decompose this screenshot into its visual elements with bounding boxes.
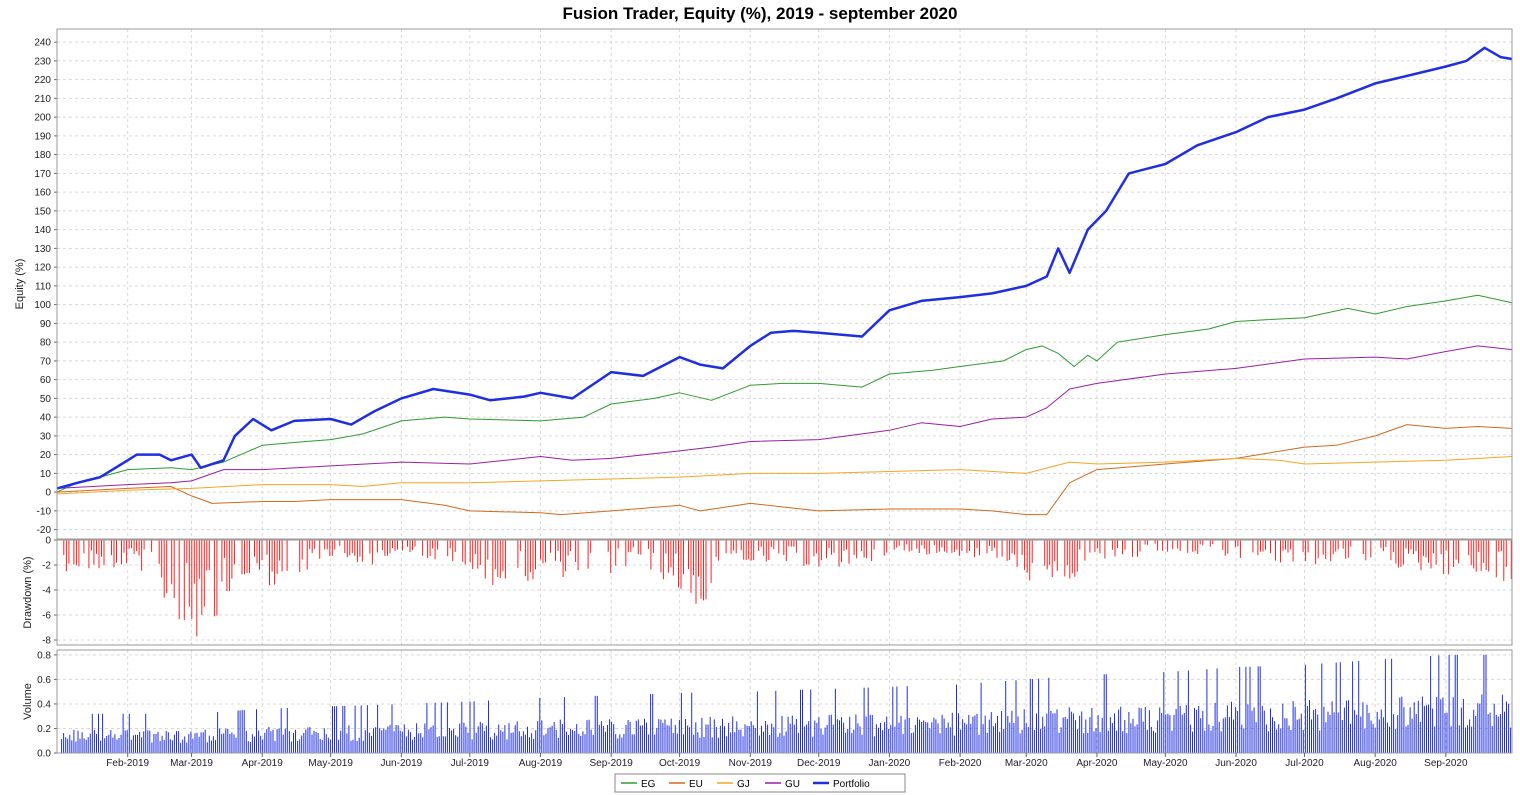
equity-y-tick-label: 50 xyxy=(40,394,52,405)
equity-y-tick-label: 40 xyxy=(40,413,52,424)
x-tick-label: May-2019 xyxy=(308,758,353,769)
legend-label-eg: EG xyxy=(641,779,656,790)
equity-y-tick-label: 70 xyxy=(40,356,52,367)
x-axis: Feb-2019 Mar-2019 Apr-2019 May-2019 Jun-2019… xyxy=(106,753,1468,769)
volume-y-tick-label: 0.0 xyxy=(37,749,51,760)
drawdown-y-tick-label: -8 xyxy=(42,636,51,647)
equity-y-tick-label: 20 xyxy=(40,450,52,461)
series-line-portfolio xyxy=(56,46,1513,490)
legend-label-gu: GU xyxy=(785,779,800,790)
drawdown-plot-area xyxy=(57,540,1512,645)
equity-y-tick-label: 0 xyxy=(45,488,51,499)
volume-y-tick-label: 0.6 xyxy=(37,675,51,686)
equity-y-tick-label: -20 xyxy=(37,525,52,536)
legend: EG EU GJ GU Portfolio xyxy=(614,773,906,793)
x-tick-label: Feb-2019 xyxy=(106,758,149,769)
drawdown-y-axis-label: Drawdown (%) xyxy=(22,556,34,628)
equity-frame xyxy=(56,28,1513,540)
equity-y-tick-label: 90 xyxy=(40,319,52,330)
volume-panel: 0.0 0.2 0.4 0.6 0.8 Volume xyxy=(22,649,1513,760)
equity-y-tick-label: 140 xyxy=(34,225,51,236)
chart-title: Fusion Trader, Equity (%), 2019 - septem… xyxy=(563,4,958,23)
volume-y-tick-label: 0.4 xyxy=(37,699,51,710)
equity-y-tick-label: 110 xyxy=(35,281,51,292)
series-line-eu xyxy=(56,424,1513,516)
equity-y-tick-label: 10 xyxy=(40,469,52,480)
x-tick-label: Jul-2019 xyxy=(451,758,490,769)
equity-y-tick-label: 200 xyxy=(34,113,51,124)
series-line-eg xyxy=(56,294,1513,493)
drawdown-y-tick-label: -4 xyxy=(42,586,51,597)
equity-y-tick-label: 220 xyxy=(34,75,51,86)
x-tick-label: Jun-2019 xyxy=(381,758,423,769)
series-line-gu xyxy=(56,345,1513,489)
equity-y-tick-label: 190 xyxy=(34,131,51,142)
x-tick-label: Jun-2020 xyxy=(1215,758,1257,769)
drawdown-y-tick-label: -6 xyxy=(42,611,51,622)
legend-label-portfolio: Portfolio xyxy=(833,779,870,790)
equity-y-tick-label: 60 xyxy=(40,375,52,386)
series-line-gj xyxy=(56,456,1513,495)
equity-y-tick-label: 120 xyxy=(34,263,51,274)
legend-box xyxy=(614,773,906,793)
x-tick-label: Aug-2020 xyxy=(1353,758,1397,769)
drawdown-y-tick-label: -2 xyxy=(42,561,51,572)
equity-y-tick-label: 150 xyxy=(34,206,51,217)
equity-plot-area xyxy=(57,29,1512,539)
equity-y-tick-label: -10 xyxy=(37,506,52,517)
x-tick-label: Oct-2019 xyxy=(659,758,701,769)
volume-y-tick-label: 0.8 xyxy=(37,650,51,661)
equity-y-tick-label: 210 xyxy=(34,94,51,105)
x-tick-label: Apr-2019 xyxy=(242,758,284,769)
equity-y-tick-label: 80 xyxy=(40,338,52,349)
equity-y-tick-label: 170 xyxy=(34,169,51,180)
x-tick-label: Mar-2019 xyxy=(170,758,213,769)
legend-label-eu: EU xyxy=(689,779,703,790)
equity-y-tick-label: 30 xyxy=(40,431,52,442)
drawdown-panel: 0 -2 -4 -6 -8 Drawdown (%) xyxy=(22,536,1513,647)
x-tick-label: Apr-2020 xyxy=(1076,758,1118,769)
equity-panel: -20 -10 0 10 20 30 40 50 60 70 80 90 100 110 120 130 140… xyxy=(14,28,1513,540)
legend-label-gj: GJ xyxy=(737,779,750,790)
x-tick-label: May-2020 xyxy=(1143,758,1188,769)
equity-y-tick-label: 240 xyxy=(34,38,51,49)
equity-y-tick-label: 160 xyxy=(34,188,51,199)
equity-y-tick-label: 230 xyxy=(34,56,51,67)
x-tick-label: Aug-2019 xyxy=(519,758,563,769)
volume-y-tick-label: 0.2 xyxy=(37,724,51,735)
drawdown-frame xyxy=(56,539,1513,646)
x-tick-label: Jul-2020 xyxy=(1285,758,1324,769)
volume-frame xyxy=(56,649,1513,754)
x-tick-label: Nov-2019 xyxy=(729,758,773,769)
equity-y-tick-label: 130 xyxy=(34,244,51,255)
equity-y-axis-label: Equity (%) xyxy=(14,259,26,310)
x-tick-label: Feb-2020 xyxy=(939,758,982,769)
equity-y-tick-label: 100 xyxy=(34,300,51,311)
x-tick-label: Mar-2020 xyxy=(1005,758,1048,769)
x-tick-label: Sep-2019 xyxy=(589,758,633,769)
drawdown-y-tick-label: 0 xyxy=(45,536,51,547)
x-tick-label: Dec-2019 xyxy=(797,758,841,769)
x-tick-label: Sep-2020 xyxy=(1424,758,1468,769)
x-tick-label: Jan-2020 xyxy=(869,758,911,769)
volume-y-axis-label: Volume xyxy=(22,683,34,720)
equity-y-tick-label: 180 xyxy=(34,150,51,161)
